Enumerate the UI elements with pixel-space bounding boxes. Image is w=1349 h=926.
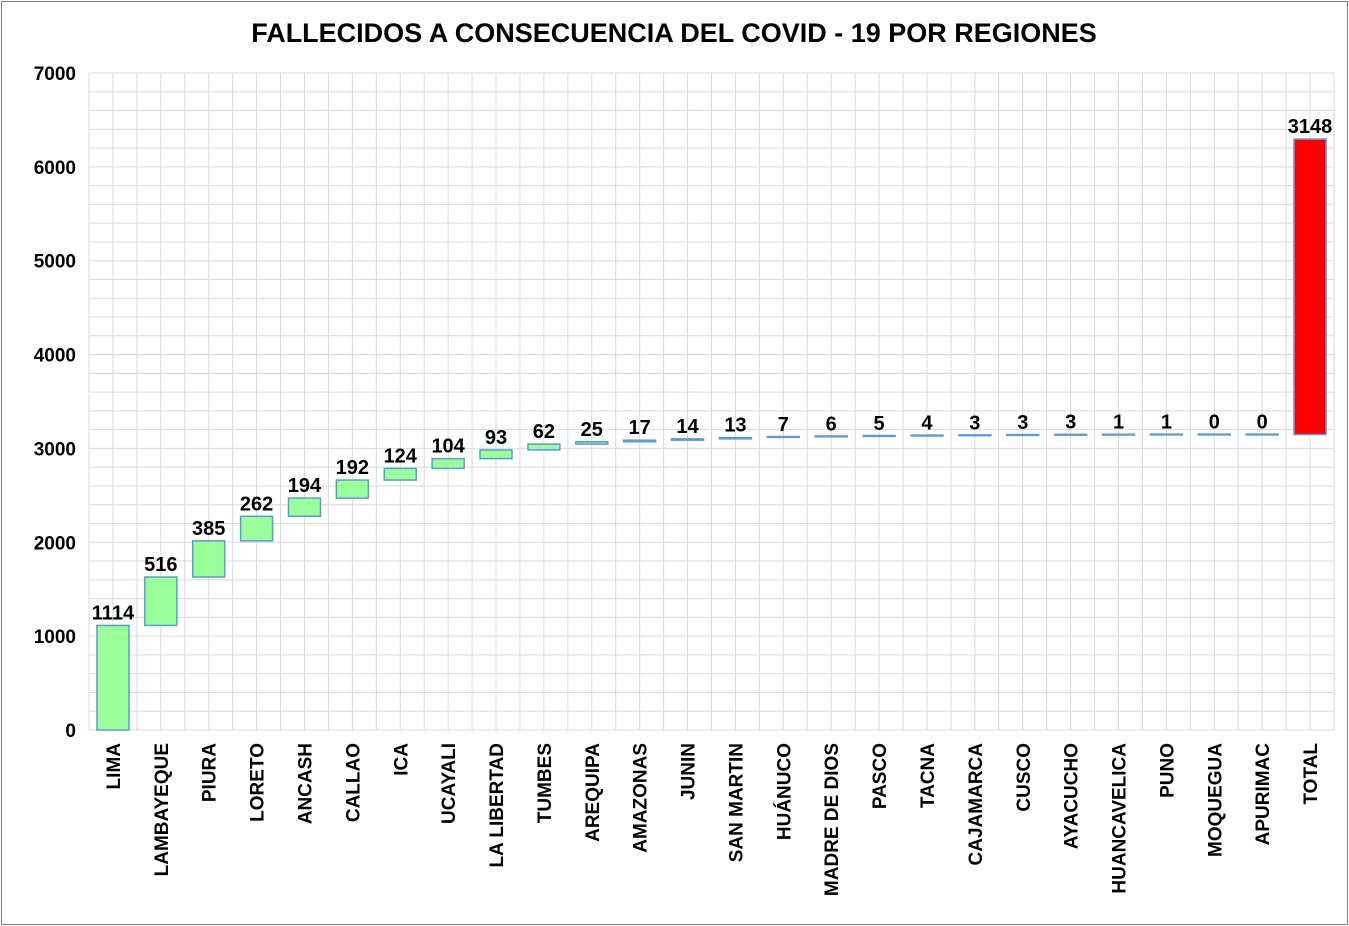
bar-ancash xyxy=(287,497,322,518)
x-category-label: LAMBAYEQUE xyxy=(152,743,173,876)
data-label: 5 xyxy=(874,413,885,435)
data-label: 194 xyxy=(288,475,322,497)
x-category-label: MOQUEGUA xyxy=(1205,743,1226,857)
data-label: 385 xyxy=(192,518,225,540)
x-category-label: AMAZONAS xyxy=(631,743,652,853)
x-category-label: PIURA xyxy=(200,743,221,802)
data-label: 25 xyxy=(581,419,603,441)
bar-piura xyxy=(191,540,226,578)
x-category-label: TUMBES xyxy=(535,743,556,823)
data-label: 4 xyxy=(921,413,933,435)
y-tick-label: 3000 xyxy=(34,439,76,460)
x-category-label: TACNA xyxy=(918,743,939,808)
bar-madre-de-dios xyxy=(814,435,848,438)
bar-cusco xyxy=(1006,433,1040,437)
bar-puno xyxy=(1149,433,1184,436)
data-label: 7 xyxy=(778,414,789,436)
data-label: 1 xyxy=(1113,412,1124,434)
bar-san-martin xyxy=(718,436,753,440)
bar-moquegua xyxy=(1197,433,1232,436)
x-category-label: JUNIN xyxy=(679,743,700,800)
data-label: 62 xyxy=(533,421,555,443)
x-axis-categories: LIMA LAMBAYEQUE PIURA LORETO ANCASH CALLAO ICA… xyxy=(104,743,1322,896)
data-label: 6 xyxy=(826,413,837,435)
y-tick-label: 6000 xyxy=(34,158,76,179)
x-category-label: ANCASH xyxy=(295,743,316,824)
x-category-label: PUNO xyxy=(1157,743,1178,798)
data-label: 1 xyxy=(1161,412,1172,434)
data-label: 262 xyxy=(240,493,273,515)
bar-huancavelica xyxy=(1101,433,1136,436)
x-category-label: AYACUCHO xyxy=(1062,743,1083,849)
bar-callao xyxy=(335,479,370,499)
bar-total xyxy=(1293,138,1327,436)
x-category-label: SAN MARTIN xyxy=(726,743,747,862)
bar-pasco xyxy=(862,434,896,438)
x-category-label: MADRE DE DIOS xyxy=(822,743,843,896)
bar-la-libertad xyxy=(479,449,513,460)
y-axis-ticks: 0 1000 2000 3000 4000 5000 6000 7000 xyxy=(34,64,76,742)
x-category-label: HUÁNUCO xyxy=(773,743,795,840)
y-tick-label: 2000 xyxy=(34,533,76,554)
x-category-label: LIMA xyxy=(104,743,125,790)
x-category-label: LORETO xyxy=(248,743,269,822)
data-label: 14 xyxy=(676,416,699,438)
data-label: 3 xyxy=(1017,412,1028,434)
bar-tacna xyxy=(910,434,944,437)
bar-huánuco xyxy=(766,435,801,439)
x-category-label: APURIMAC xyxy=(1253,743,1274,846)
x-category-label: TOTAL xyxy=(1301,743,1322,805)
x-category-label: HUANCAVELICA xyxy=(1110,743,1131,894)
chart-title: FALLECIDOS A CONSECUENCIA DEL COVID - 19… xyxy=(251,18,1097,48)
data-label: 124 xyxy=(384,445,418,467)
y-tick-label: 4000 xyxy=(34,346,76,367)
data-label: 104 xyxy=(431,436,465,458)
x-category-label: AREQUIPA xyxy=(583,743,604,842)
x-category-label: PASCO xyxy=(870,743,891,809)
data-label: 93 xyxy=(485,427,507,449)
bar-arequipa xyxy=(575,441,609,445)
bar-cajamarca xyxy=(958,434,992,437)
data-label: 17 xyxy=(629,417,651,439)
data-label: 516 xyxy=(144,554,177,576)
x-category-label: UCAYALI xyxy=(439,743,460,824)
bar-ayacucho xyxy=(1053,433,1088,436)
x-category-label: LA LIBERTAD xyxy=(487,743,508,868)
data-label: 3148 xyxy=(1288,116,1333,138)
bar-lambayeque xyxy=(144,576,178,627)
data-label: 0 xyxy=(1209,412,1220,434)
data-label: 1114 xyxy=(92,602,135,624)
data-label: 0 xyxy=(1257,412,1268,434)
bar-ica xyxy=(383,467,417,481)
data-label: 3 xyxy=(1065,412,1076,434)
bar-apurimac xyxy=(1245,433,1279,436)
x-category-label: CALLAO xyxy=(343,743,364,822)
data-label: 192 xyxy=(336,457,369,479)
y-tick-label: 7000 xyxy=(34,64,76,85)
bar-loreto xyxy=(239,515,274,542)
x-category-label: CAJAMARCA xyxy=(966,743,987,866)
bar-junin xyxy=(670,438,705,441)
x-category-label: ICA xyxy=(391,743,412,776)
data-label: 3 xyxy=(969,412,980,434)
grid xyxy=(88,72,1335,731)
y-tick-label: 0 xyxy=(65,721,76,742)
y-tick-label: 5000 xyxy=(34,252,76,273)
x-category-label: CUSCO xyxy=(1014,743,1035,812)
bar-ucayali xyxy=(431,457,465,470)
bar-lima xyxy=(96,624,130,731)
bar-tumbes xyxy=(527,443,561,451)
bars xyxy=(96,138,1327,731)
bar-amazonas xyxy=(622,439,657,443)
data-label: 13 xyxy=(724,415,746,437)
y-tick-label: 1000 xyxy=(34,627,76,648)
